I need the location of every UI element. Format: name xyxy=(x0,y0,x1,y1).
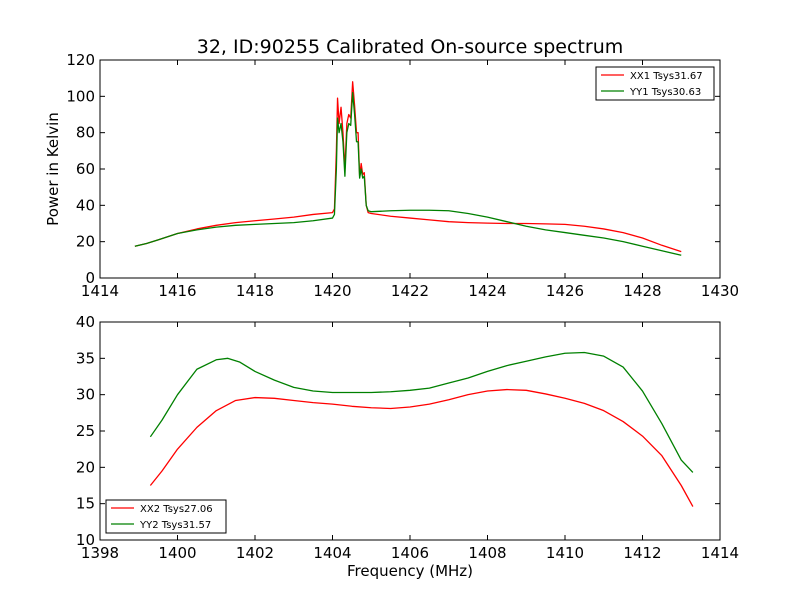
legend-label-2: YY1 Tsys30.63 xyxy=(629,87,701,98)
legend-label-2: YY2 Tsys31.57 xyxy=(139,520,211,531)
x-tick-label: 1408 xyxy=(468,544,506,562)
y-tick-label: 100 xyxy=(66,87,95,105)
y-tick-label: 120 xyxy=(66,51,95,69)
y-tick-label: 15 xyxy=(76,495,95,513)
x-tick-label: 1428 xyxy=(623,282,661,300)
x-tick-label: 1406 xyxy=(391,544,429,562)
legend-box xyxy=(595,66,715,101)
x-tick-label: 1422 xyxy=(391,282,429,300)
y-tick-label: 40 xyxy=(76,313,95,331)
y-tick-label: 20 xyxy=(76,233,95,251)
x-tick-label: 1420 xyxy=(313,282,351,300)
y-tick-label: 25 xyxy=(76,422,95,440)
y-tick-label: 80 xyxy=(76,124,95,142)
y-tick-label: 10 xyxy=(76,531,95,549)
x-axis-label: Frequency (MHz) xyxy=(347,562,473,580)
y-tick-label: 30 xyxy=(76,386,95,404)
legend: XX2 Tsys27.06 YY2 Tsys31.57 xyxy=(105,499,227,534)
series-line-1 xyxy=(149,388,694,507)
legend-label-1: XX2 Tsys27.06 xyxy=(140,504,213,515)
y-tick-label: 60 xyxy=(76,160,95,178)
y-axis-label: Power in Kelvin xyxy=(44,112,62,226)
x-tick-label: 1398 xyxy=(81,544,119,562)
x-tick-label: 1410 xyxy=(546,544,584,562)
y-tick-label: 40 xyxy=(76,196,95,214)
series-line-2 xyxy=(134,92,682,256)
x-tick-label: 1418 xyxy=(236,282,274,300)
y-tick-label: 0 xyxy=(85,269,95,287)
x-tick-label: 1400 xyxy=(158,544,196,562)
y-tick-label: 20 xyxy=(76,458,95,476)
legend-box xyxy=(105,499,227,534)
x-tick-label: 1430 xyxy=(701,282,739,300)
x-tick-label: 1402 xyxy=(236,544,274,562)
bottom-plot: 1398 1400 1402 1404 1406 1408 1410 1412 1414 10 15… xyxy=(76,313,739,580)
top-plot: 1414 1416 1418 1420 1422 1424 1426 1428 1430 0 20 4… xyxy=(44,51,739,300)
legend: XX1 Tsys31.67 YY1 Tsys30.63 xyxy=(595,66,715,101)
y-tick-label: 35 xyxy=(76,349,95,367)
x-tick-label: 1426 xyxy=(546,282,584,300)
x-tick-label: 1414 xyxy=(701,544,739,562)
legend-label-1: XX1 Tsys31.67 xyxy=(630,71,703,82)
x-tick-label: 1412 xyxy=(623,544,661,562)
x-tick-label: 1414 xyxy=(81,282,119,300)
x-tick-label: 1424 xyxy=(468,282,506,300)
series-line-2 xyxy=(149,351,694,473)
figure-title: 32, ID:90255 Calibrated On-source spectr… xyxy=(197,36,624,58)
x-tick-label: 1416 xyxy=(158,282,196,300)
x-tick-label: 1404 xyxy=(313,544,351,562)
